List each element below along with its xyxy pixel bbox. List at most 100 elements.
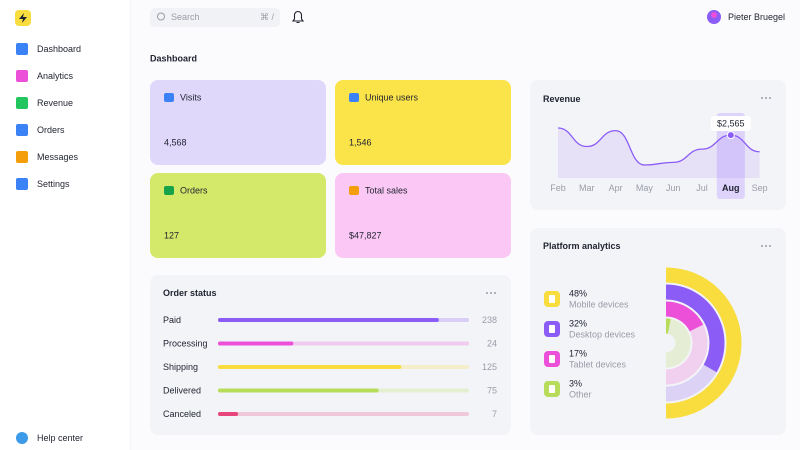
card-icon bbox=[349, 186, 359, 195]
nav-item[interactable]: Messages bbox=[37, 152, 79, 162]
search-box[interactable] bbox=[150, 8, 280, 27]
nav-item[interactable]: Revenue bbox=[37, 98, 73, 108]
nav-icon bbox=[16, 70, 28, 82]
x-tick-label: Aug bbox=[722, 183, 740, 193]
card-icon bbox=[164, 93, 174, 102]
status-label: Shipping bbox=[163, 362, 198, 372]
card-value: 1,546 bbox=[349, 137, 372, 147]
page-title: Dashboard bbox=[150, 53, 197, 63]
tooltip-label: $2,565 bbox=[717, 118, 745, 128]
legend-icon-inner bbox=[549, 385, 555, 393]
x-tick-label: Apr bbox=[609, 183, 623, 193]
legend-value: 48% bbox=[569, 288, 587, 298]
legend-value: 3% bbox=[569, 378, 582, 388]
legend-label: Mobile devices bbox=[569, 299, 629, 309]
legend-icon-inner bbox=[549, 295, 555, 303]
legend-value: 32% bbox=[569, 318, 587, 328]
card-visits bbox=[150, 80, 326, 165]
card-sales bbox=[335, 173, 511, 258]
card-users bbox=[335, 80, 511, 165]
nav-item[interactable]: Dashboard bbox=[37, 44, 81, 54]
x-tick-label: May bbox=[636, 183, 654, 193]
nav-icon bbox=[16, 97, 28, 109]
status-count: 238 bbox=[482, 315, 497, 325]
ring-track bbox=[665, 318, 691, 368]
progress-bar bbox=[218, 341, 294, 346]
status-count: 24 bbox=[487, 338, 497, 348]
search-placeholder[interactable]: Search bbox=[171, 12, 200, 22]
x-tick-label: Mar bbox=[579, 183, 595, 193]
nav-icon bbox=[16, 151, 28, 163]
highlight-point bbox=[726, 131, 735, 140]
status-label: Delivered bbox=[163, 385, 201, 395]
x-tick-label: Jun bbox=[666, 183, 681, 193]
progress-bar bbox=[218, 388, 379, 393]
logo-bolt bbox=[19, 13, 27, 23]
avatar-face bbox=[711, 12, 717, 18]
legend-label: Tablet devices bbox=[569, 359, 627, 369]
card-label: Total sales bbox=[365, 185, 408, 195]
panel-title: Order status bbox=[163, 288, 217, 298]
legend-label: Desktop devices bbox=[569, 329, 636, 339]
help-icon bbox=[16, 432, 28, 444]
status-label: Paid bbox=[163, 315, 181, 325]
more-icon[interactable] bbox=[769, 245, 771, 247]
card-icon bbox=[164, 186, 174, 195]
nav-icon bbox=[16, 178, 28, 190]
ring-arc bbox=[665, 267, 742, 419]
nav-item[interactable]: Analytics bbox=[37, 71, 74, 81]
status-count: 7 bbox=[492, 409, 497, 419]
more-icon[interactable] bbox=[490, 292, 492, 294]
nav-icon bbox=[16, 43, 28, 55]
card-label: Unique users bbox=[365, 92, 419, 102]
legend-icon-inner bbox=[549, 355, 555, 363]
card-label: Visits bbox=[180, 92, 202, 102]
progress-bar bbox=[218, 365, 402, 369]
status-label: Processing bbox=[163, 338, 208, 348]
line-area bbox=[558, 128, 760, 178]
ring-arc bbox=[665, 301, 704, 332]
tooltip bbox=[710, 116, 751, 131]
more-icon[interactable] bbox=[765, 245, 767, 247]
more-icon[interactable] bbox=[769, 97, 771, 99]
nav-item[interactable]: Settings bbox=[37, 179, 70, 189]
legend-icon-inner bbox=[549, 325, 555, 333]
status-count: 75 bbox=[487, 385, 497, 395]
progress-bar bbox=[218, 412, 239, 416]
highlight-column bbox=[716, 113, 745, 199]
more-icon[interactable] bbox=[761, 97, 763, 99]
sidebar bbox=[0, 0, 131, 450]
bell-icon[interactable] bbox=[291, 10, 305, 24]
more-icon[interactable] bbox=[761, 245, 763, 247]
panel-title: Revenue bbox=[543, 94, 581, 104]
search-icon bbox=[157, 12, 165, 21]
progress-track bbox=[218, 412, 469, 416]
search-shortcut: ⌘ / bbox=[260, 12, 275, 22]
card-value: 4,568 bbox=[164, 137, 187, 147]
help-link[interactable]: Help center bbox=[37, 433, 83, 443]
x-tick-label: Sep bbox=[752, 183, 768, 193]
status-count: 125 bbox=[482, 362, 497, 372]
legend-label: Other bbox=[569, 389, 592, 399]
x-tick-label: Jul bbox=[696, 183, 708, 193]
card-label: Orders bbox=[180, 185, 208, 195]
user-name[interactable]: Pieter Bruegel bbox=[728, 12, 785, 22]
card-orders bbox=[150, 173, 326, 258]
legend-value: 17% bbox=[569, 348, 587, 358]
more-icon[interactable] bbox=[765, 97, 767, 99]
x-tick-label: Feb bbox=[550, 183, 566, 193]
ring-arc bbox=[665, 284, 725, 373]
status-label: Canceled bbox=[163, 409, 201, 419]
nav-icon bbox=[16, 124, 28, 136]
card-icon bbox=[349, 93, 359, 102]
order-status-panel bbox=[150, 275, 511, 435]
more-icon[interactable] bbox=[494, 292, 496, 294]
card-value: $47,827 bbox=[349, 230, 382, 240]
more-icon[interactable] bbox=[486, 292, 488, 294]
progress-bar bbox=[218, 318, 439, 322]
card-value: 127 bbox=[164, 230, 179, 240]
nav-item[interactable]: Orders bbox=[37, 125, 65, 135]
panel-title: Platform analytics bbox=[543, 241, 621, 251]
